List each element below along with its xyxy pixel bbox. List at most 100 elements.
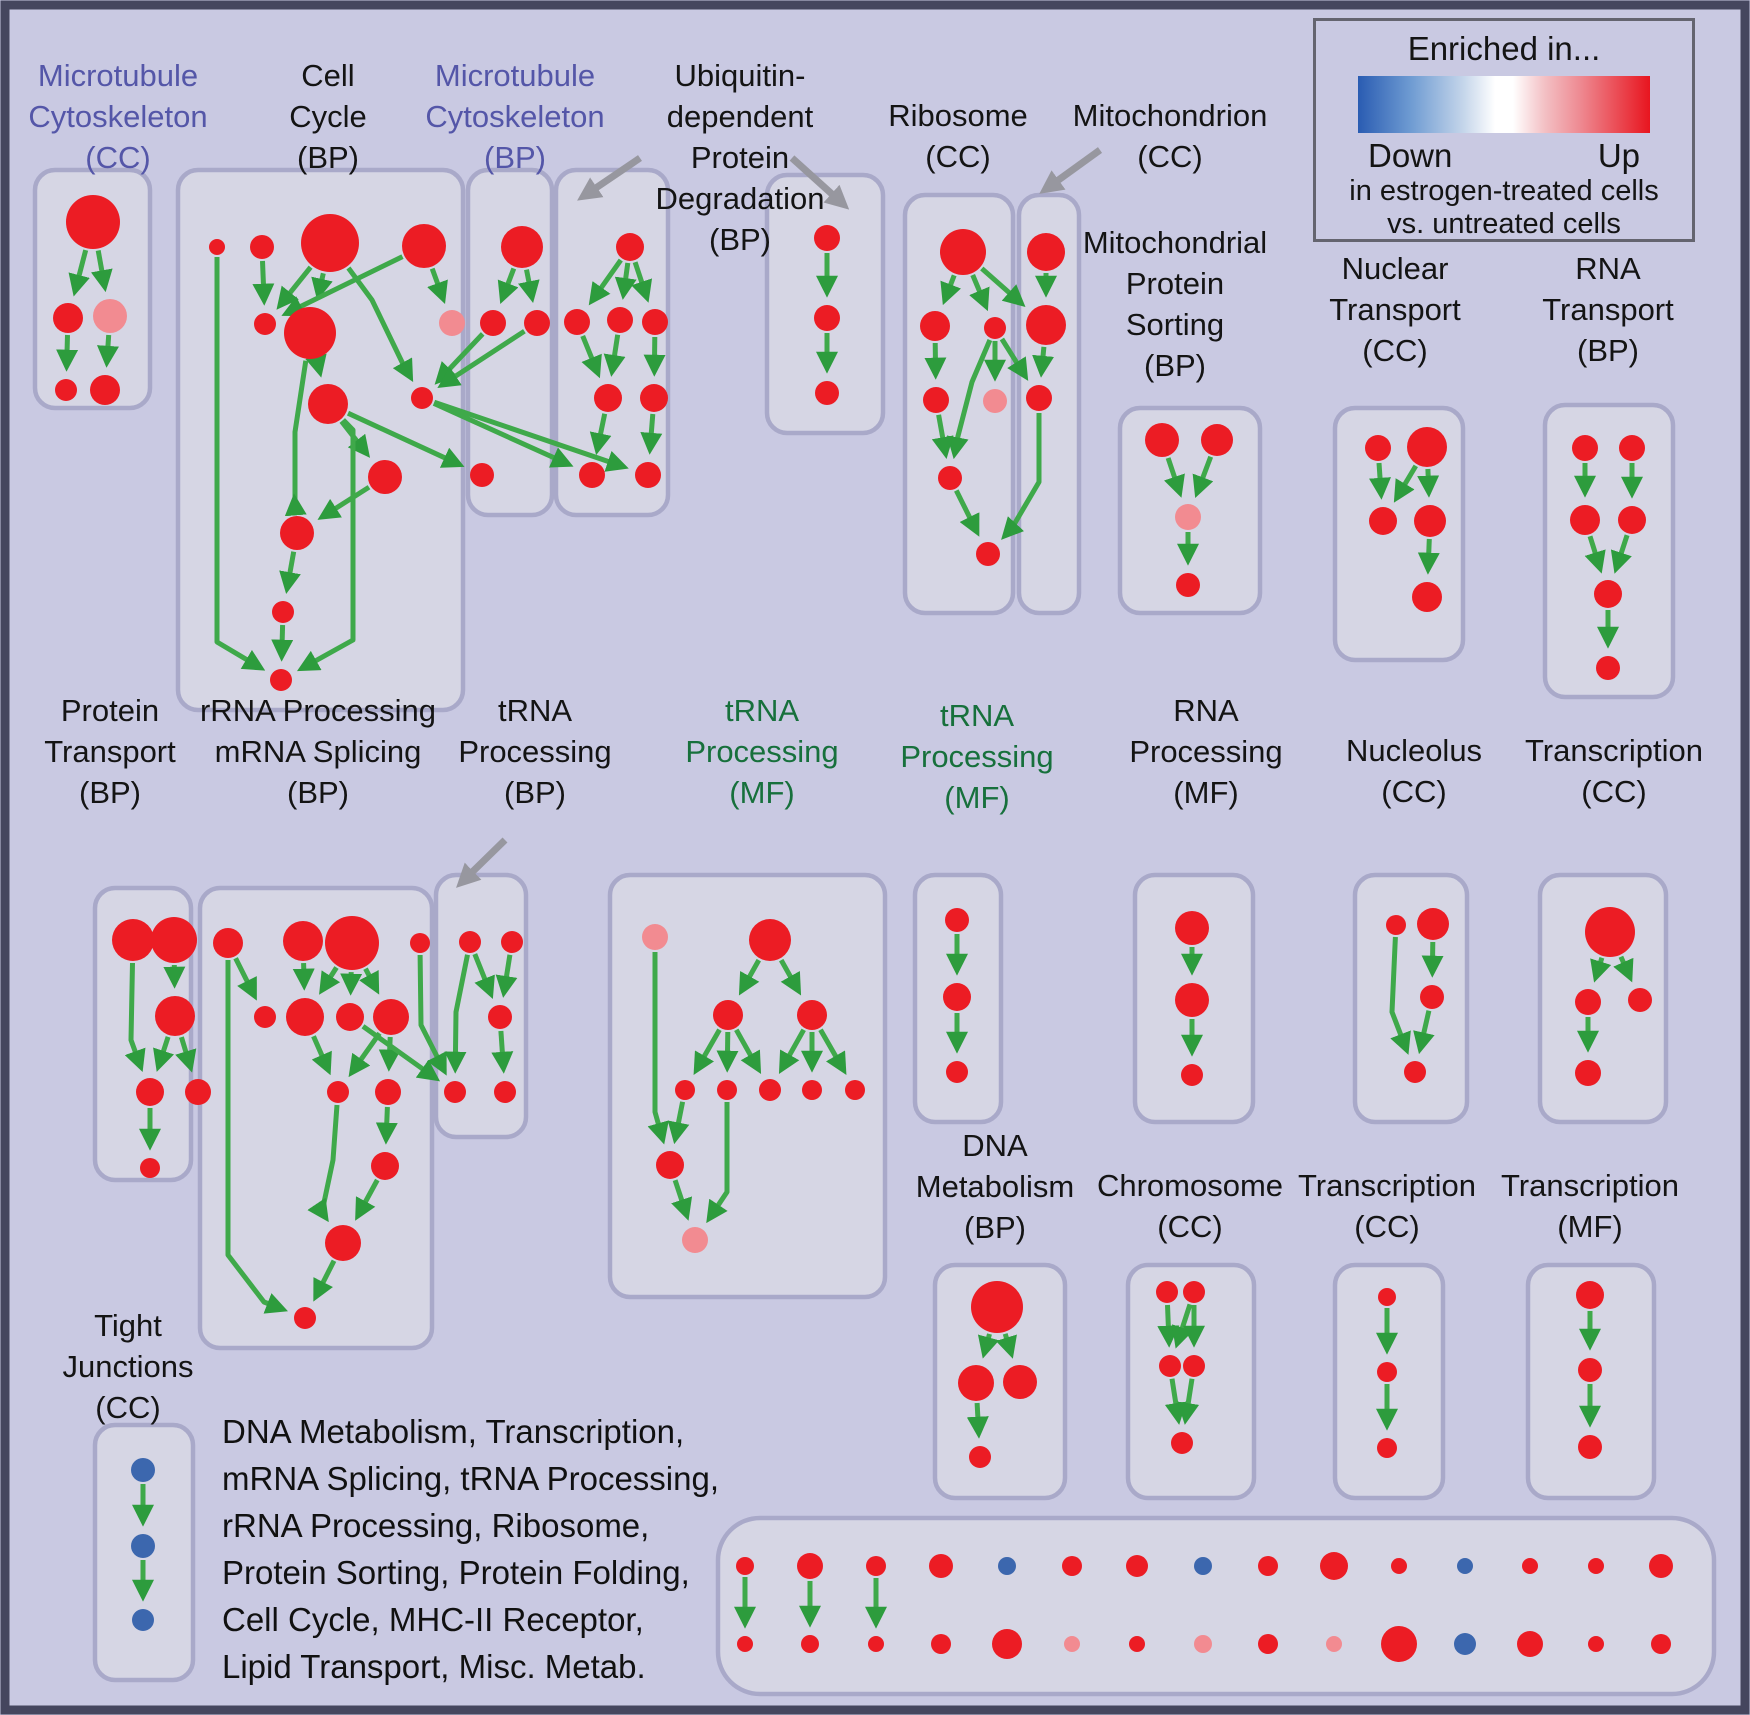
go-term-node [368, 460, 402, 494]
label-line: (BP) [79, 775, 141, 810]
edge-arrow [437, 329, 526, 389]
go-term-node [1572, 435, 1598, 461]
edge-arrow [311, 1035, 332, 1076]
label-line: Microtubule [434, 58, 596, 93]
footer-line: Cell Cycle, MHC-II Receptor, [222, 1601, 644, 1638]
go-term-node [470, 463, 494, 487]
footer-line: DNA Metabolism, Transcription, [222, 1413, 685, 1450]
go-term-node [136, 1078, 164, 1106]
cluster-label: Mitochondrion (CC) [940, 95, 1400, 177]
edge-arrow [497, 267, 519, 304]
go-term-node [749, 919, 791, 961]
edge-arrow [995, 1333, 1017, 1359]
go-term-node [1628, 988, 1652, 1012]
cluster-label: Transcription (MF) [1360, 1165, 1750, 1247]
go-term-node [958, 1365, 994, 1401]
go-term-node [945, 908, 969, 932]
cluster-label: Nucleolus (CC) [1184, 730, 1644, 812]
cluster-label: rRNA Processing mRNA Splicing (BP) [88, 690, 548, 813]
edge-arrow [292, 962, 315, 991]
footer-line: mRNA Splicing, tRNA Processing, [222, 1460, 720, 1497]
label-line: (BP) [709, 222, 771, 257]
go-term-node [1651, 1634, 1671, 1654]
go-term-node [280, 516, 314, 550]
go-term-node [929, 1554, 953, 1578]
legend: Enriched in... Down Up in estrogen-treat… [1313, 18, 1695, 242]
label-line: Processing [458, 734, 612, 769]
go-term-node [1175, 504, 1201, 530]
go-term-node [1003, 1365, 1037, 1399]
legend-down-label: Down [1368, 137, 1453, 174]
go-term-node [1194, 1557, 1212, 1575]
go-term-node [131, 1458, 155, 1482]
label-line: (BP) [1144, 348, 1206, 383]
edge-arrow [588, 258, 623, 306]
label-line: Transport [1329, 292, 1461, 327]
go-term-node [308, 384, 348, 424]
edge-arrow [647, 952, 669, 1145]
go-term-node [254, 1006, 276, 1028]
go-term-node [931, 1634, 951, 1654]
go-term-node [53, 303, 83, 333]
edge-arrow [305, 353, 327, 378]
edge-arrow [375, 1106, 398, 1145]
go-term-node [1578, 1435, 1602, 1459]
edge-arrow [175, 1036, 197, 1073]
edge-arrow [614, 262, 637, 300]
label-line: Transport [44, 734, 176, 769]
go-term-node [439, 310, 465, 336]
label-line: Mitochondrion [1072, 98, 1268, 133]
label-line: Protein [690, 140, 790, 175]
legend-title: Enriched in... [1407, 30, 1601, 67]
edge-arrow [589, 413, 612, 456]
go-term-node [371, 1152, 399, 1180]
cluster-box-rna-transport-bp [1542, 402, 1676, 700]
cluster-label: tRNA Processing (MF) [532, 690, 992, 813]
label-line: Processing [685, 734, 839, 769]
edge-arrow [1590, 957, 1612, 983]
go-term-node [969, 1446, 991, 1468]
go-term-node [1576, 1281, 1604, 1309]
cluster-box-dna-metabolism-bp [932, 1262, 1068, 1501]
edge-arrow [778, 1028, 806, 1075]
go-term-node [1585, 907, 1635, 957]
go-term-node [616, 233, 644, 261]
label-line: (CC) [1354, 1209, 1420, 1244]
go-term-node [1027, 233, 1065, 271]
go-term-node [971, 1281, 1023, 1333]
go-term-node [1391, 1558, 1407, 1574]
go-term-node [607, 307, 633, 333]
go-term-node [797, 1000, 827, 1030]
go-term-node [294, 1307, 316, 1329]
go-term-node [327, 1081, 349, 1103]
legend-subtitle-1: in estrogen-treated cells [1349, 175, 1659, 207]
edge-arrow [307, 1104, 340, 1223]
label-line: tRNA [497, 693, 573, 728]
go-term-node [866, 1556, 886, 1576]
go-term-node [1064, 1636, 1080, 1652]
label-line: (CC) [925, 139, 991, 174]
edge-arrow [969, 274, 990, 312]
edge-arrow [1610, 534, 1632, 574]
cluster-label: tRNA Processing (MF) [747, 695, 1207, 818]
edge-arrow [940, 274, 961, 306]
go-term-node [494, 1081, 516, 1103]
go-term-node [90, 375, 120, 405]
go-term-node [984, 317, 1006, 339]
edge-arrow [317, 485, 371, 520]
edge-arrow [1192, 455, 1214, 499]
go-term-node [635, 462, 661, 488]
go-term-node [998, 1557, 1016, 1575]
edge-arrow [348, 1031, 382, 1078]
edge-arrow [818, 1028, 847, 1075]
go-term-node [976, 542, 1000, 566]
go-term-node [642, 309, 668, 335]
go-term-node [410, 933, 430, 953]
label-line: (MF) [1557, 1209, 1623, 1244]
label-line: Transcription [1500, 1168, 1680, 1203]
go-term-node [1407, 427, 1447, 467]
go-term-node [642, 924, 668, 950]
edge-arrow [716, 1031, 739, 1073]
label-line: (BP) [964, 1210, 1026, 1245]
